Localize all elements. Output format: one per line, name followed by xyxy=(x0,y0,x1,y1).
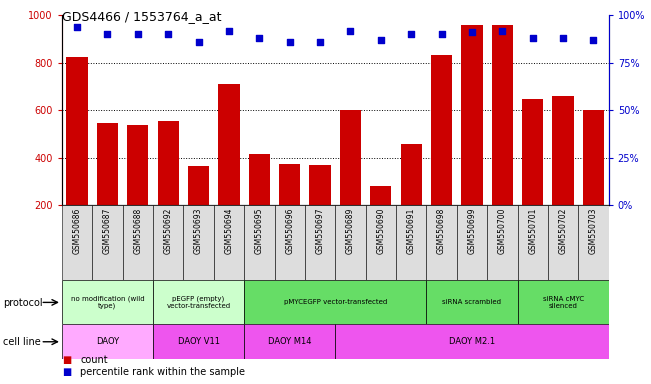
Point xyxy=(163,31,173,38)
Bar xyxy=(548,205,578,280)
Bar xyxy=(66,57,88,253)
Text: GSM550701: GSM550701 xyxy=(528,208,537,254)
Bar xyxy=(335,205,366,280)
Text: DAOY M2.1: DAOY M2.1 xyxy=(449,337,495,346)
Text: GSM550689: GSM550689 xyxy=(346,208,355,254)
Point xyxy=(589,37,599,43)
Bar xyxy=(249,154,270,253)
Text: percentile rank within the sample: percentile rank within the sample xyxy=(80,367,245,377)
Bar xyxy=(153,205,184,280)
Text: GSM550700: GSM550700 xyxy=(498,208,507,254)
Bar xyxy=(400,144,422,253)
Bar xyxy=(457,205,487,280)
Bar xyxy=(153,280,244,324)
Text: GSM550699: GSM550699 xyxy=(467,208,477,254)
Text: DAOY: DAOY xyxy=(96,337,119,346)
Bar xyxy=(279,164,300,253)
Bar xyxy=(431,55,452,253)
Point xyxy=(315,39,326,45)
Point xyxy=(254,35,264,41)
Text: GDS4466 / 1553764_a_at: GDS4466 / 1553764_a_at xyxy=(62,10,221,23)
Point xyxy=(284,39,295,45)
Text: GSM550692: GSM550692 xyxy=(163,208,173,254)
Bar xyxy=(335,324,609,359)
Text: siRNA scrambled: siRNA scrambled xyxy=(443,300,501,305)
Bar xyxy=(153,324,244,359)
Bar xyxy=(244,280,426,324)
Point xyxy=(102,31,113,38)
Bar xyxy=(578,205,609,280)
Text: GSM550703: GSM550703 xyxy=(589,208,598,254)
Bar xyxy=(462,25,482,253)
Bar xyxy=(122,205,153,280)
Text: siRNA cMYC
silenced: siRNA cMYC silenced xyxy=(542,296,584,309)
Bar xyxy=(92,205,122,280)
Bar xyxy=(366,205,396,280)
Bar xyxy=(244,324,335,359)
Bar xyxy=(583,111,604,253)
Text: GSM550697: GSM550697 xyxy=(316,208,325,254)
Bar xyxy=(426,205,457,280)
Bar xyxy=(426,280,518,324)
Bar xyxy=(62,205,92,280)
Bar xyxy=(218,84,240,253)
Point xyxy=(436,31,447,38)
Point xyxy=(467,30,477,36)
Bar xyxy=(518,280,609,324)
Text: GSM550696: GSM550696 xyxy=(285,208,294,254)
Text: pMYCEGFP vector-transfected: pMYCEGFP vector-transfected xyxy=(284,300,387,305)
Bar xyxy=(188,166,209,253)
Bar xyxy=(522,99,544,253)
Bar xyxy=(309,165,331,253)
Text: GSM550693: GSM550693 xyxy=(194,208,203,254)
Text: DAOY V11: DAOY V11 xyxy=(178,337,219,346)
Text: GSM550691: GSM550691 xyxy=(407,208,416,254)
Text: GSM550702: GSM550702 xyxy=(559,208,568,254)
Bar xyxy=(487,205,518,280)
Text: ■: ■ xyxy=(62,367,71,377)
Point xyxy=(376,37,386,43)
Text: GSM550686: GSM550686 xyxy=(72,208,81,254)
Bar xyxy=(62,324,153,359)
Text: GSM550698: GSM550698 xyxy=(437,208,446,254)
Text: DAOY M14: DAOY M14 xyxy=(268,337,311,346)
Text: GSM550690: GSM550690 xyxy=(376,208,385,254)
Text: GSM550695: GSM550695 xyxy=(255,208,264,254)
Point xyxy=(345,28,355,34)
Bar xyxy=(340,111,361,253)
Point xyxy=(558,35,568,41)
Bar xyxy=(275,205,305,280)
Point xyxy=(133,31,143,38)
Bar xyxy=(396,205,426,280)
Text: no modification (wild
type): no modification (wild type) xyxy=(70,295,145,310)
Bar xyxy=(244,205,275,280)
Point xyxy=(224,28,234,34)
Text: count: count xyxy=(80,355,107,365)
Bar xyxy=(553,96,574,253)
Point xyxy=(72,24,82,30)
Bar xyxy=(62,280,153,324)
Bar xyxy=(184,205,214,280)
Bar xyxy=(492,25,513,253)
Text: GSM550688: GSM550688 xyxy=(133,208,143,254)
Text: GSM550694: GSM550694 xyxy=(225,208,234,254)
Bar xyxy=(127,125,148,253)
Point xyxy=(527,35,538,41)
Bar xyxy=(214,205,244,280)
Bar xyxy=(158,121,179,253)
Bar xyxy=(305,205,335,280)
Text: cell line: cell line xyxy=(3,337,41,347)
Text: pEGFP (empty)
vector-transfected: pEGFP (empty) vector-transfected xyxy=(167,296,230,309)
Point xyxy=(406,31,417,38)
Point xyxy=(193,39,204,45)
Bar xyxy=(518,205,548,280)
Text: protocol: protocol xyxy=(3,298,43,308)
Bar xyxy=(370,187,391,253)
Bar xyxy=(97,123,118,253)
Text: GSM550687: GSM550687 xyxy=(103,208,112,254)
Text: ■: ■ xyxy=(62,355,71,365)
Point xyxy=(497,28,508,34)
